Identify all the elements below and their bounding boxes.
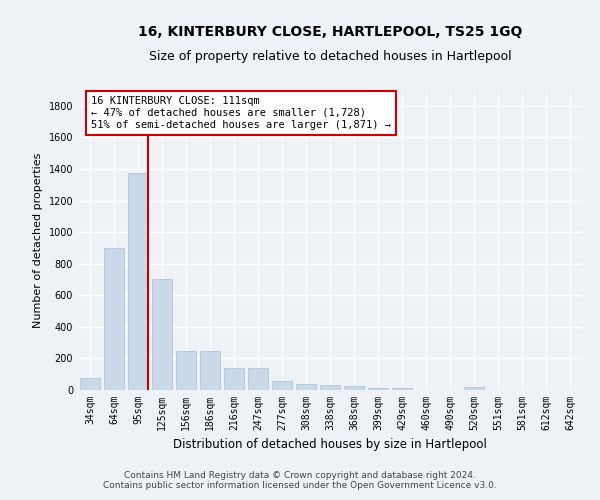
Bar xyxy=(464,387,484,390)
Bar xyxy=(296,384,316,390)
X-axis label: Distribution of detached houses by size in Hartlepool: Distribution of detached houses by size … xyxy=(173,438,487,452)
Bar xyxy=(104,248,124,390)
Bar xyxy=(80,378,100,390)
Bar xyxy=(392,388,412,390)
Bar xyxy=(248,368,268,390)
Bar xyxy=(320,386,340,390)
Bar xyxy=(272,380,292,390)
Y-axis label: Number of detached properties: Number of detached properties xyxy=(33,152,43,328)
Bar xyxy=(368,388,388,390)
Text: 16 KINTERBURY CLOSE: 111sqm
← 47% of detached houses are smaller (1,728)
51% of : 16 KINTERBURY CLOSE: 111sqm ← 47% of det… xyxy=(91,96,391,130)
Bar xyxy=(152,280,172,390)
Bar xyxy=(200,352,220,390)
Text: Size of property relative to detached houses in Hartlepool: Size of property relative to detached ho… xyxy=(149,50,511,63)
Bar xyxy=(176,352,196,390)
Bar xyxy=(224,368,244,390)
Text: 16, KINTERBURY CLOSE, HARTLEPOOL, TS25 1GQ: 16, KINTERBURY CLOSE, HARTLEPOOL, TS25 1… xyxy=(138,25,522,39)
Text: Contains HM Land Registry data © Crown copyright and database right 2024.
Contai: Contains HM Land Registry data © Crown c… xyxy=(103,470,497,490)
Bar xyxy=(128,173,148,390)
Bar xyxy=(344,386,364,390)
